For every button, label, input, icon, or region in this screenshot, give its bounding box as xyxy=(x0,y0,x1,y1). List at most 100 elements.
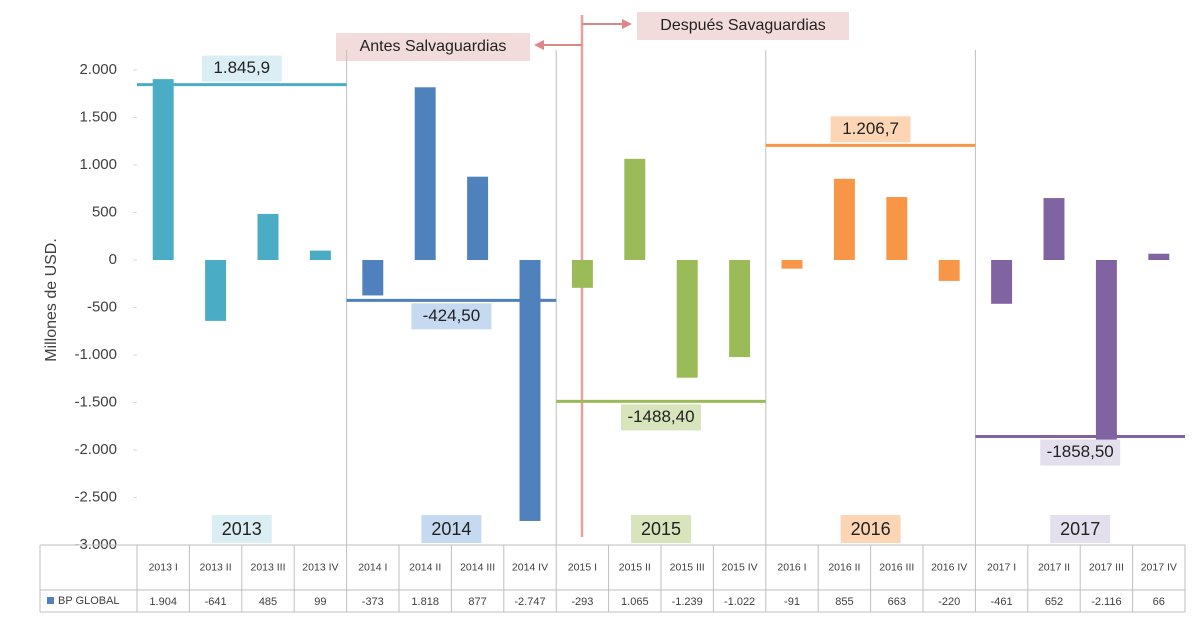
x-tick-label: 2016 IV xyxy=(931,561,967,573)
value-label: 1.065 xyxy=(621,596,649,608)
bar xyxy=(624,158,646,260)
value-label: -293 xyxy=(571,596,593,608)
year-label: 2013 xyxy=(222,519,262,539)
value-label: 99 xyxy=(314,596,326,608)
x-tick-label: 2013 I xyxy=(149,561,178,573)
x-tick-label: 2014 IV xyxy=(512,561,548,573)
average-box xyxy=(201,55,282,82)
value-label: -2.116 xyxy=(1091,596,1121,608)
average-label: -424,50 xyxy=(423,306,481,325)
x-tick-label: 2013 II xyxy=(200,561,232,573)
value-label: -1.022 xyxy=(724,596,755,608)
bar xyxy=(938,260,960,281)
y-axis-label: Millones de USD. xyxy=(43,238,60,362)
x-tick-label: 2014 I xyxy=(358,561,387,573)
value-label: 663 xyxy=(888,596,906,608)
x-tick-label: 2013 IV xyxy=(302,561,338,573)
x-tick-label: 2013 III xyxy=(250,561,285,573)
value-label: 1.818 xyxy=(411,596,439,608)
year-box xyxy=(631,515,691,543)
bar xyxy=(257,213,279,260)
y-tick-label: 2.000 xyxy=(79,61,117,78)
year-box xyxy=(1050,515,1111,543)
average-label: -1858,50 xyxy=(1047,442,1114,461)
year-label: 2017 xyxy=(1060,519,1100,539)
x-tick-label: 2014 II xyxy=(409,561,441,573)
bar xyxy=(781,260,803,269)
y-tick-label: 1.000 xyxy=(79,156,117,173)
y-tick-label: -1.500 xyxy=(74,393,117,410)
bar xyxy=(1148,253,1170,260)
average-box xyxy=(830,116,911,143)
bar xyxy=(886,197,908,260)
value-label: -461 xyxy=(991,596,1013,608)
y-tick-label: -3.000 xyxy=(74,536,117,553)
bar xyxy=(1043,198,1065,260)
y-tick-label: 0 xyxy=(109,251,117,268)
bar xyxy=(833,178,855,260)
bar xyxy=(152,79,174,261)
year-box xyxy=(840,515,901,543)
y-tick-label: 500 xyxy=(92,203,117,220)
bar xyxy=(414,87,436,260)
year-label: 2016 xyxy=(851,519,891,539)
value-label: -2.747 xyxy=(514,596,545,608)
value-label: 1.904 xyxy=(149,596,177,608)
bar xyxy=(205,260,227,321)
value-label: 855 xyxy=(835,596,853,608)
average-label: 1.206,7 xyxy=(842,119,899,138)
bar xyxy=(991,260,1013,304)
bar xyxy=(362,260,384,296)
arrow-head xyxy=(622,19,632,29)
y-tick-label: -500 xyxy=(87,298,117,315)
y-tick-label: -1.000 xyxy=(74,346,117,363)
value-label: -641 xyxy=(205,596,227,608)
x-tick-label: 2015 IV xyxy=(721,561,757,573)
average-label: 1.845,9 xyxy=(213,58,270,77)
average-box xyxy=(621,404,701,431)
annotation-box xyxy=(637,12,849,40)
year-box xyxy=(211,515,272,543)
bar xyxy=(1095,260,1117,462)
average-label: -1488,40 xyxy=(627,407,694,426)
y-tick-label: -2.500 xyxy=(74,488,117,505)
bar xyxy=(729,260,751,358)
value-label: -1.239 xyxy=(672,596,703,608)
value-label: -220 xyxy=(938,596,960,608)
annotation: Después Savaguardias xyxy=(660,17,825,34)
bar xyxy=(519,260,541,521)
legend-label: BP GLOBAL xyxy=(58,595,120,607)
value-label: 877 xyxy=(468,596,486,608)
year-label: 2014 xyxy=(431,519,471,539)
x-tick-label: 2015 I xyxy=(568,561,597,573)
value-label: -373 xyxy=(362,596,384,608)
value-label: 66 xyxy=(1153,596,1165,608)
value-label: 652 xyxy=(1045,596,1063,608)
annotation-box xyxy=(336,33,530,61)
average-box xyxy=(1040,439,1121,466)
bar xyxy=(571,260,593,288)
x-tick-label: 2016 III xyxy=(879,561,914,573)
bar xyxy=(309,250,331,260)
year-label: 2015 xyxy=(641,519,681,539)
x-tick-label: 2017 III xyxy=(1089,561,1124,573)
annotation: Antes Salvaguardias xyxy=(360,38,507,55)
year-box xyxy=(421,515,482,543)
x-tick-label: 2017 II xyxy=(1038,561,1070,573)
x-tick-label: 2016 II xyxy=(828,561,860,573)
arrow-head xyxy=(534,40,544,50)
average-box xyxy=(411,303,492,330)
x-tick-label: 2015 III xyxy=(670,561,705,573)
x-tick-label: 2015 II xyxy=(619,561,651,573)
bar xyxy=(676,260,698,378)
x-tick-label: 2017 I xyxy=(987,561,1016,573)
value-label: 485 xyxy=(259,596,277,608)
y-tick-label: -2.000 xyxy=(74,441,117,458)
x-tick-label: 2016 I xyxy=(777,561,806,573)
value-label: -91 xyxy=(784,596,800,608)
legend-swatch xyxy=(47,597,54,604)
y-tick-label: 1.500 xyxy=(79,108,117,125)
bar xyxy=(467,176,489,260)
x-tick-label: 2017 IV xyxy=(1141,561,1177,573)
